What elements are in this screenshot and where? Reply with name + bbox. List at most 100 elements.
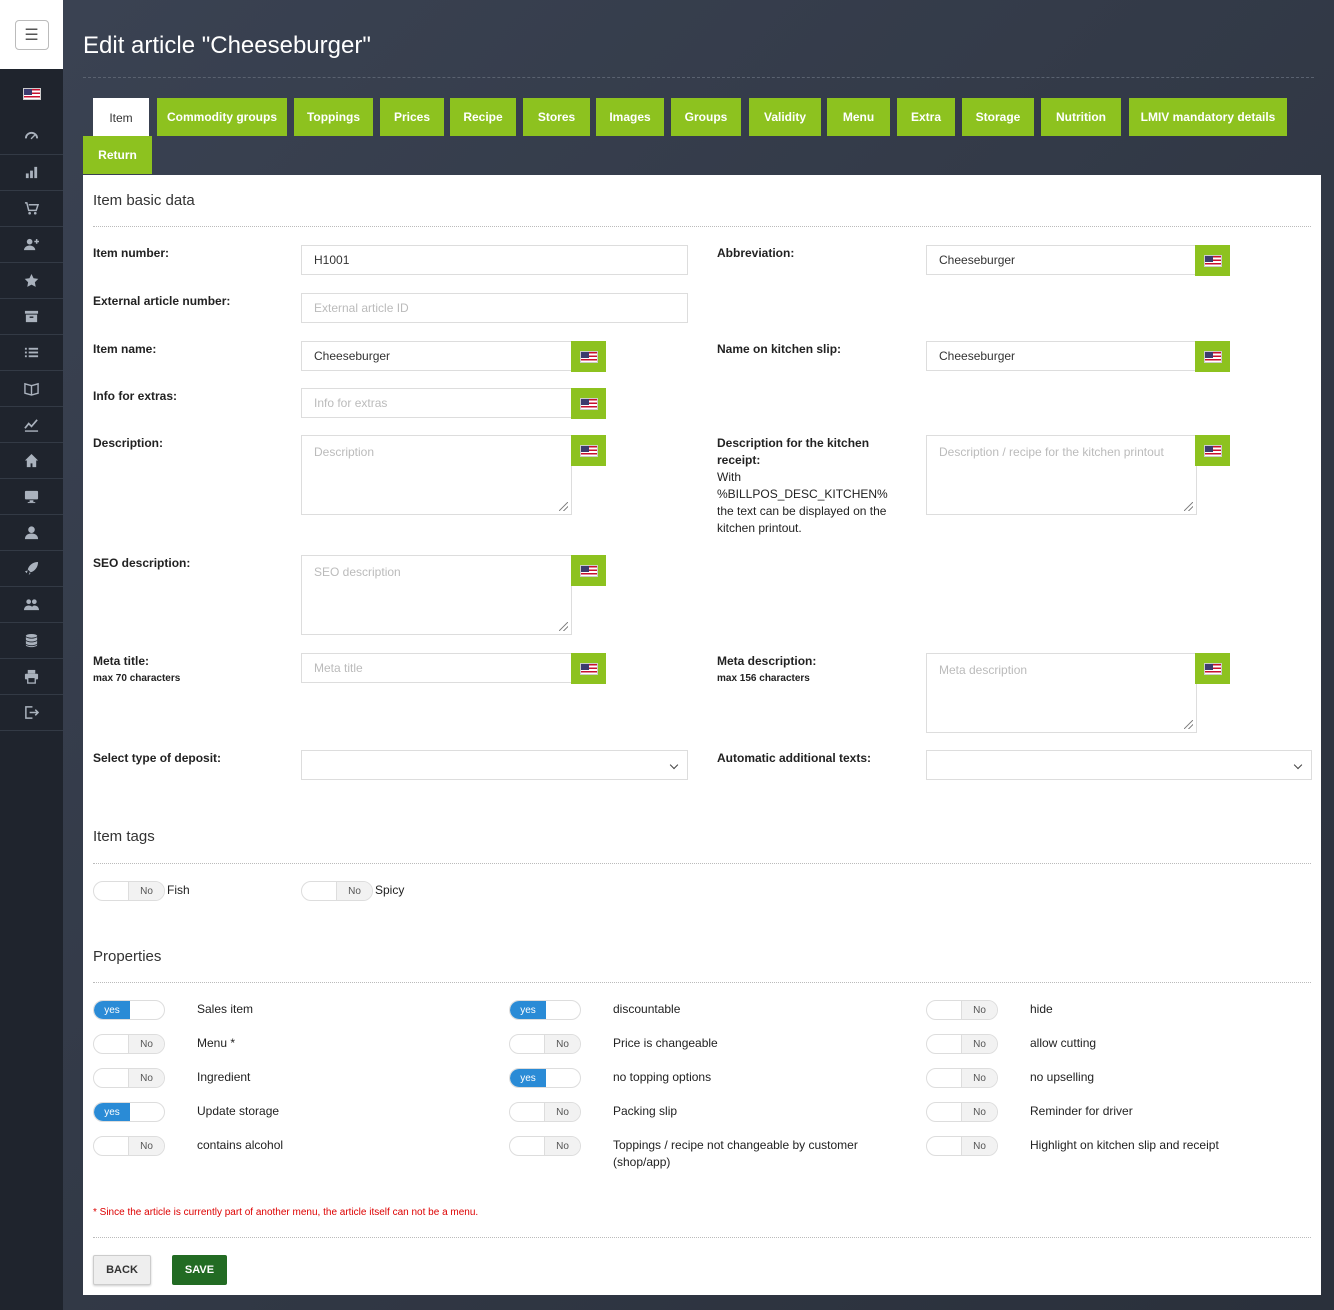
tab-prices[interactable]: Prices (380, 98, 444, 136)
sidebar-item-users[interactable] (0, 587, 63, 623)
toggle-state: No (961, 1035, 997, 1053)
prop-price-changeable-toggle[interactable]: No (509, 1034, 581, 1054)
prop-update-storage-label: Update storage (197, 1104, 280, 1118)
kitchen-name-language-button[interactable] (1195, 341, 1230, 372)
description-textarea[interactable]: Description (301, 435, 572, 515)
kitchen-desc-textarea[interactable]: Description / recipe for the kitchen pri… (926, 435, 1197, 515)
section-divider (93, 863, 1311, 864)
seo-description-language-button[interactable] (571, 555, 606, 586)
prop-highlight-toggle[interactable]: No (926, 1136, 998, 1156)
prop-menu-toggle[interactable]: No (93, 1034, 165, 1054)
sidebar-item-cart[interactable] (0, 191, 63, 227)
sidebar-item-printer[interactable] (0, 659, 63, 695)
tab-nutrition[interactable]: Nutrition (1041, 98, 1121, 136)
sidebar-item-rocket[interactable] (0, 551, 63, 587)
section-divider (93, 1237, 1311, 1238)
tab-stores[interactable]: Stores (523, 98, 590, 136)
sidebar-item-database[interactable] (0, 623, 63, 659)
sidebar-item-chart-bar[interactable] (0, 155, 63, 191)
tab-toppings[interactable]: Toppings (294, 98, 373, 136)
info-extras-language-button[interactable] (571, 388, 606, 419)
kitchen-name-input[interactable]: Cheeseburger (926, 341, 1197, 371)
prop-update-storage-toggle[interactable]: yes (93, 1102, 165, 1122)
toggle-state: yes (94, 1001, 130, 1019)
back-button[interactable]: BACK (93, 1255, 151, 1285)
item-name-label: Item name: (93, 342, 157, 356)
prop-hide-toggle[interactable]: No (926, 1000, 998, 1020)
tab-storage[interactable]: Storage (962, 98, 1034, 136)
save-button[interactable]: SAVE (172, 1255, 227, 1285)
external-number-input[interactable]: External article ID (301, 293, 688, 323)
item-name-language-button[interactable] (571, 341, 606, 372)
abbreviation-language-button[interactable] (1195, 245, 1230, 276)
prop-alcohol-toggle[interactable]: No (93, 1136, 165, 1156)
prop-alcohol-label: contains alcohol (197, 1138, 284, 1152)
tab-commodity-groups[interactable]: Commodity groups (157, 98, 287, 136)
sidebar-item-book[interactable] (0, 371, 63, 407)
prop-ingredient-toggle[interactable]: No (93, 1068, 165, 1088)
us-flag-icon[interactable] (22, 88, 41, 100)
sidebar-item-dashboard[interactable] (0, 119, 63, 155)
tab-images[interactable]: Images (596, 98, 664, 136)
section-title-tags: Item tags (93, 828, 155, 845)
sidebar-item-user-plus[interactable] (0, 227, 63, 263)
meta-description-textarea[interactable]: Meta description (926, 653, 1197, 733)
prop-no-topping-label: no topping options (613, 1070, 712, 1084)
meta-title-input[interactable]: Meta title (301, 653, 572, 683)
item-name-input[interactable]: Cheeseburger (301, 341, 572, 371)
prop-reminder-driver-toggle[interactable]: No (926, 1102, 998, 1122)
abbreviation-input[interactable]: Cheeseburger (926, 245, 1197, 275)
sidebar-item-user[interactable] (0, 515, 63, 551)
prop-no-upselling-toggle[interactable]: No (926, 1068, 998, 1088)
item-number-label: Item number: (93, 246, 170, 260)
kitchen-desc-language-button[interactable] (1195, 435, 1230, 466)
item-number-input[interactable]: H1001 (301, 245, 688, 275)
user-icon (24, 526, 39, 540)
description-language-button[interactable] (571, 435, 606, 466)
logout-icon (25, 706, 39, 719)
sidebar-item-star[interactable] (0, 263, 63, 299)
tab-return[interactable]: Return (83, 136, 152, 174)
sidebar-item-archive[interactable] (0, 299, 63, 335)
toggle-state: No (128, 1035, 164, 1053)
prop-discountable-label: discountable (613, 1002, 681, 1016)
language-switcher[interactable] (0, 69, 63, 119)
prop-menu-label: Menu * (197, 1036, 236, 1050)
prop-toppings-not-changeable-toggle[interactable]: No (509, 1136, 581, 1156)
tab-lmiv[interactable]: LMIV mandatory details (1129, 98, 1287, 136)
prop-discountable-toggle[interactable]: yes (509, 1000, 581, 1020)
prop-sales-item-toggle[interactable]: yes (93, 1000, 165, 1020)
hamburger-icon[interactable]: ☰ (14, 19, 49, 50)
prop-packing-slip-toggle[interactable]: No (509, 1102, 581, 1122)
seo-description-textarea[interactable]: SEO description (301, 555, 572, 635)
sidebar-item-list[interactable] (0, 335, 63, 371)
prop-packing-slip-label: Packing slip (613, 1104, 678, 1118)
tag-fish-toggle[interactable]: No (93, 881, 165, 901)
deposit-select[interactable] (301, 750, 688, 780)
sidebar-item-line-chart[interactable] (0, 407, 63, 443)
sidebar-item-monitor[interactable] (0, 479, 63, 515)
users-icon (24, 599, 39, 611)
prop-no-topping-toggle[interactable]: yes (509, 1068, 581, 1088)
us-flag-icon (1203, 444, 1222, 457)
kitchen-name-label: Name on kitchen slip: (717, 342, 842, 356)
prop-allow-cutting-toggle[interactable]: No (926, 1034, 998, 1054)
meta-description-language-button[interactable] (1195, 653, 1230, 684)
tab-validity[interactable]: Validity (749, 98, 821, 136)
tab-extra[interactable]: Extra (897, 98, 955, 136)
toggle-state: yes (94, 1103, 130, 1121)
auto-texts-select[interactable] (926, 750, 1312, 780)
tag-spicy-toggle[interactable]: No (301, 881, 373, 901)
info-extras-input[interactable]: Info for extras (301, 388, 572, 418)
tab-menu[interactable]: Menu (827, 98, 890, 136)
tab-item[interactable]: Item (93, 98, 149, 138)
tab-recipe[interactable]: Recipe (450, 98, 516, 136)
sidebar-item-home[interactable] (0, 443, 63, 479)
title-divider (83, 77, 1314, 78)
info-extras-label: Info for extras: (93, 389, 178, 403)
meta-title-language-button[interactable] (571, 653, 606, 684)
rocket-icon (24, 561, 39, 576)
toggle-state: No (961, 1069, 997, 1087)
sidebar-item-logout[interactable] (0, 695, 63, 731)
tab-groups[interactable]: Groups (671, 98, 741, 136)
